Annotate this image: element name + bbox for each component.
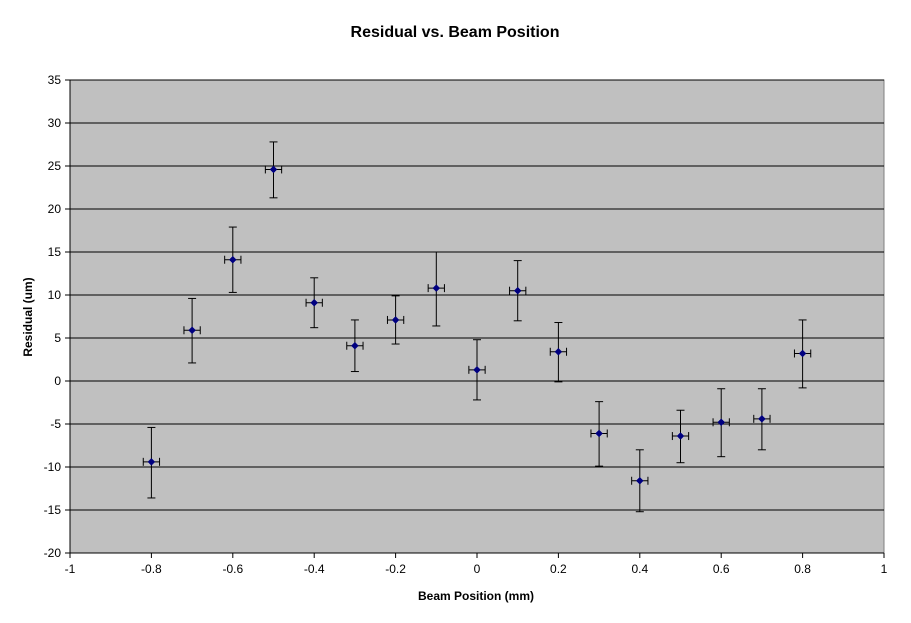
data-point (473, 365, 481, 374)
data-point (432, 284, 441, 292)
plot-area (69, 79, 885, 554)
x-tick-label: -0.6 (222, 562, 243, 576)
y-tick-label: 0 (54, 374, 61, 388)
data-point (513, 286, 522, 295)
data-point (676, 432, 685, 440)
data-point (798, 349, 807, 358)
y-tick-label: 30 (48, 116, 62, 130)
data-point (595, 429, 603, 438)
x-tick-label: 0.4 (631, 562, 648, 576)
y-axis-label: Residual (um) (21, 277, 35, 356)
y-tick-label: 35 (48, 73, 62, 87)
data-point (554, 347, 563, 356)
y-tick-label: 5 (54, 331, 61, 345)
data-point (635, 476, 644, 485)
x-tick-label: -0.8 (141, 562, 162, 576)
data-point (717, 418, 726, 427)
y-tick-label: 15 (48, 245, 62, 259)
plot-area-group (69, 79, 885, 554)
chart-title: Residual vs. Beam Position (351, 24, 560, 41)
data-point (228, 255, 237, 264)
gridlines (70, 79, 884, 511)
x-tick-label: -0.2 (385, 562, 406, 576)
x-tick-label: 0.8 (794, 562, 811, 576)
data-point (391, 316, 400, 324)
y-tick-label: -10 (44, 460, 62, 474)
x-tick-label: -0.4 (304, 562, 325, 576)
x-tick-label: 0.2 (550, 562, 567, 576)
data-point (351, 341, 359, 350)
y-tick-label: -5 (50, 417, 61, 431)
data-point (758, 414, 766, 423)
y-tick-label: 20 (48, 202, 62, 216)
x-axis-label: Beam Position (mm) (418, 589, 534, 603)
x-tick-label: -1 (65, 562, 76, 576)
x-tick-label: 0.6 (713, 562, 730, 576)
x-tick-label: 1 (881, 562, 888, 576)
y-tick-label: -20 (44, 546, 62, 560)
x-tick-label: 0 (474, 562, 481, 576)
data-point (188, 326, 196, 335)
data-point (147, 457, 156, 466)
y-tick-label: 10 (48, 288, 62, 302)
y-tick-label: 25 (48, 159, 62, 173)
data-point (269, 165, 278, 174)
data-point (310, 298, 319, 307)
y-tick-label: -15 (44, 503, 62, 517)
data-series (142, 141, 812, 513)
